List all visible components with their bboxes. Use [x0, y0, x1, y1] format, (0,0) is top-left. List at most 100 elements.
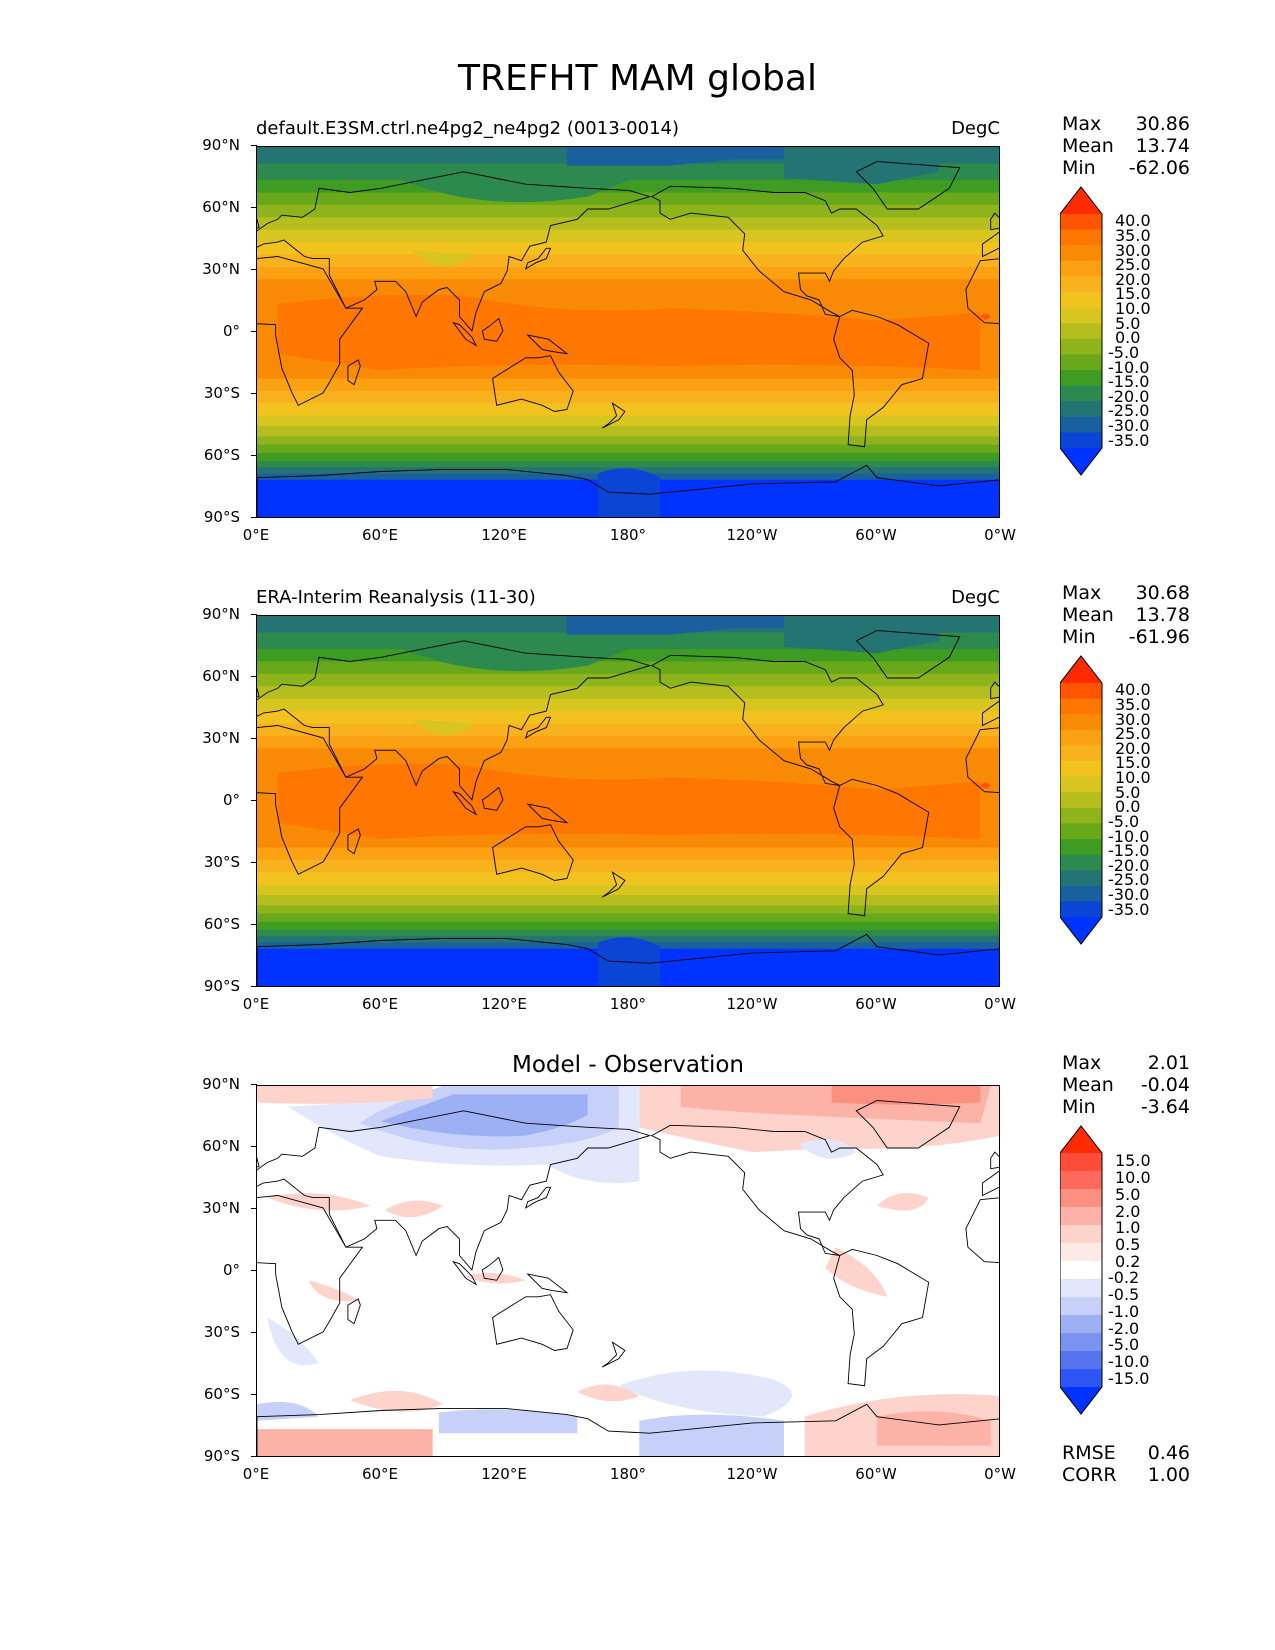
colorbar-tick-label: -5.0	[1108, 1335, 1140, 1355]
temperature-band	[257, 905, 999, 915]
model-panel-title: default.E3SM.ctrl.ne4pg2_ne4pg2 (0013-00…	[256, 118, 679, 139]
coastline	[257, 1195, 364, 1345]
negative-bias-region	[639, 1414, 784, 1456]
model-panel: default.E3SM.ctrl.ne4pg2_ne4pg2 (0013-00…	[0, 113, 1275, 606]
temperature-band	[257, 403, 999, 417]
coastline	[257, 464, 999, 517]
obs-stats: Max 30.68 Mean 13.78 Min -61.96	[1062, 582, 1190, 648]
temperature-band	[257, 711, 999, 724]
temperature-band	[257, 930, 999, 937]
temperature-band	[257, 436, 999, 446]
colorbar-tick-label: 10.0	[1115, 299, 1151, 319]
coastline	[524, 716, 552, 739]
lat-tick-label: 30°N	[170, 1199, 257, 1217]
lon-tick-label: 180°	[609, 1465, 647, 1483]
temperature-band	[257, 378, 999, 392]
colorbar-tick-label: -30.0	[1108, 416, 1150, 436]
lat-tick-label: 30°S	[170, 384, 257, 402]
colorbar-segment	[1060, 823, 1102, 840]
colorbar-graphic	[1060, 1125, 1103, 1415]
coastline	[257, 1110, 652, 1271]
diff-stats: Max 2.01 Mean -0.04 Min -3.64	[1062, 1052, 1190, 1118]
coastline	[257, 1403, 999, 1456]
colorbar-tick-label: 10.0	[1115, 768, 1151, 788]
lon-tick-label: 60°E	[361, 1465, 399, 1483]
colorbar-segment	[1060, 260, 1102, 277]
model-units: DegC	[951, 118, 1000, 139]
colorbar-tick-label: 15.0	[1115, 1151, 1151, 1171]
lon-tick-label: 60°E	[361, 995, 399, 1013]
lon-tick-label: 120°E	[481, 1465, 527, 1483]
positive-bias-region	[463, 1272, 526, 1284]
diff-map	[256, 1085, 1000, 1457]
colorbar-tick-label: 15.0	[1115, 284, 1151, 304]
colorbar-segment	[1060, 839, 1102, 856]
coastline	[481, 317, 504, 342]
coastline	[650, 654, 884, 786]
colorbar-tick-label: -10.0	[1108, 826, 1150, 846]
stat-min-value: -62.06	[1128, 157, 1190, 179]
coastline	[833, 309, 930, 448]
temperature-band	[257, 204, 999, 218]
lat-tick-label: 90°S	[170, 1447, 257, 1465]
positive-bias-region	[877, 1192, 929, 1211]
colorbar-tick-label: -15.0	[1108, 1368, 1150, 1388]
tropical-warm-region	[277, 763, 981, 840]
stat-max-value: 30.86	[1135, 113, 1190, 135]
colorbar-tick-label: 35.0	[1115, 694, 1151, 714]
colorbar-tick-label: 20.0	[1115, 738, 1151, 758]
negative-bias-region	[798, 1139, 857, 1159]
stat-mean-label: Mean	[1062, 604, 1114, 626]
colorbar-tick-label: -35.0	[1108, 899, 1150, 919]
diff-metrics: RMSE 0.46 CORR 1.00	[1062, 1442, 1190, 1486]
positive-bias-region	[385, 1200, 443, 1218]
lat-tick-label: 30°S	[170, 853, 257, 871]
rmse-value: 0.46	[1147, 1442, 1190, 1464]
stat-max-label: Max	[1062, 113, 1102, 135]
lat-tick-label: 60°N	[170, 1137, 257, 1155]
colorbar-tick-label: -0.5	[1108, 1285, 1140, 1305]
colorbar-segment	[1060, 698, 1102, 715]
coastline	[481, 786, 504, 811]
stat-max-value: 30.68	[1135, 582, 1190, 604]
coastline	[601, 1341, 626, 1368]
stat-mean-label: Mean	[1062, 1074, 1114, 1096]
warm-spot	[980, 313, 991, 320]
colorbar-segment	[1060, 354, 1102, 371]
positive-bias-region	[831, 1086, 981, 1105]
temperature-band	[257, 698, 999, 712]
coastline	[833, 1248, 930, 1387]
coastline	[347, 359, 361, 386]
colorbar-tick-label: -15.0	[1108, 372, 1150, 392]
colorbar-segment	[1060, 370, 1102, 387]
colorbar-segment	[1060, 807, 1102, 824]
coastline	[257, 640, 652, 801]
negative-bias-region	[438, 1409, 578, 1434]
lat-tick-label: 60°N	[170, 667, 257, 685]
colorbar-segment	[1060, 385, 1102, 402]
temperature-band	[257, 913, 999, 923]
coastline	[650, 185, 884, 317]
stat-min-label: Min	[1062, 157, 1096, 179]
stat-mean-value: 13.74	[1135, 135, 1190, 157]
coastline	[257, 1157, 260, 1168]
colorbar-segment	[1060, 901, 1102, 918]
colorbar-tick-label: 0.5	[1115, 1234, 1141, 1254]
temperature-band	[257, 872, 999, 886]
coastline	[601, 871, 626, 898]
lon-tick-label: 120°W	[726, 526, 778, 544]
lat-tick-label: 0°	[170, 1261, 257, 1279]
colorbar-tick-label: -2.0	[1108, 1318, 1140, 1338]
lon-tick-label: 0°E	[242, 526, 270, 544]
model-stats: Max 30.86 Mean 13.74 Min -62.06	[1062, 113, 1190, 179]
coastline	[481, 1256, 504, 1281]
coastline	[650, 1124, 884, 1256]
colorbar-extend-bottom	[1060, 917, 1102, 944]
colorbar-segment	[1060, 729, 1102, 746]
colorbar-tick-label: 40.0	[1115, 211, 1151, 231]
positive-bias-region	[825, 1247, 888, 1297]
temperature-band	[257, 426, 999, 437]
colorbar-segment	[1060, 1171, 1102, 1190]
obs-panel-title: ERA-Interim Reanalysis (11-30)	[256, 587, 536, 608]
corr-label: CORR	[1062, 1464, 1117, 1486]
